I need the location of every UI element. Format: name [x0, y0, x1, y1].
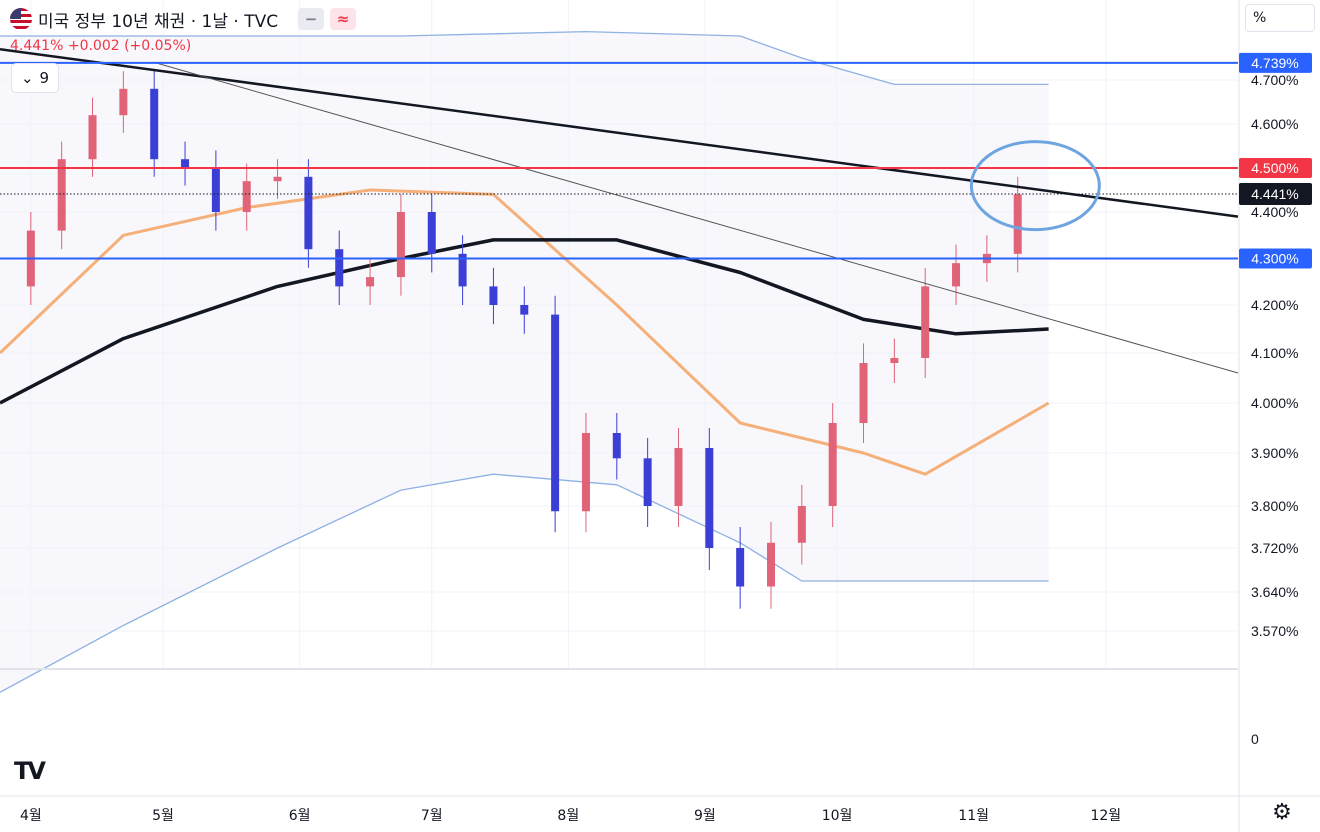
candle-body	[1013, 194, 1022, 254]
candle-body	[181, 159, 190, 168]
price-pane	[0, 0, 1238, 668]
price-tick-label: 3.570%	[1251, 623, 1298, 639]
last-quote: 4.441% +0.002 (+0.05%)	[10, 38, 192, 54]
price-tick-label: 3.800%	[1251, 498, 1298, 514]
candle-body	[890, 358, 899, 363]
time-tick-label: 8월	[557, 808, 579, 824]
highlight-ellipse[interactable]	[969, 140, 1101, 232]
candle-body	[797, 506, 806, 543]
us-flag-icon	[10, 8, 32, 30]
candle-body	[828, 423, 837, 506]
candle-body	[211, 168, 220, 212]
candle-body	[489, 286, 498, 305]
candle-body	[88, 115, 97, 160]
band-upper	[0, 30, 1049, 86]
moving-average-line	[0, 188, 1050, 476]
bollinger-bands	[0, 30, 1049, 693]
candle-body	[335, 249, 344, 287]
horizontal-levels[interactable]	[0, 61, 1238, 260]
band-fill	[0, 31, 1049, 693]
candle-body	[705, 448, 714, 548]
scale-mode-button[interactable]: %	[1245, 4, 1315, 32]
candle-body	[119, 88, 128, 116]
level-price-tag-text: 4.500%	[1251, 160, 1298, 176]
price-tick-label: 4.100%	[1251, 345, 1298, 361]
price-tick-label: 3.900%	[1251, 445, 1298, 461]
indicator-count: 9	[39, 69, 50, 87]
candle-body	[304, 176, 313, 250]
candle-body	[581, 433, 590, 512]
price-tick-label: 4.700%	[1251, 72, 1298, 88]
time-tick-label: 11월	[958, 808, 989, 824]
level-price-tag-text: 4.300%	[1251, 251, 1298, 267]
level-price-tag-text: 4.739%	[1251, 55, 1298, 71]
price-tick-label: 3.720%	[1251, 540, 1298, 556]
trend-line	[154, 61, 1239, 374]
moving-average-line	[0, 238, 1049, 405]
price-axis-labels: 4.739% 4.500% 4.300% 4.441%	[1239, 52, 1312, 269]
candle-body	[736, 548, 745, 587]
time-tick-label: 10월	[822, 808, 853, 824]
moving-averages	[0, 188, 1050, 476]
band-lower	[0, 473, 1049, 693]
time-tick-label: 5월	[152, 808, 174, 824]
candle-body	[766, 542, 775, 587]
candle-body	[273, 176, 282, 182]
chart-header: 미국 정부 10년 채권 · 1날 · TVC − ≈	[10, 6, 357, 32]
time-tick-label: 6월	[289, 808, 311, 824]
time-tick-label: 4월	[20, 808, 42, 824]
candle-body	[242, 181, 251, 212]
level-price-tag	[1239, 52, 1312, 73]
price-tick-label: 3.640%	[1251, 584, 1298, 600]
candle-body	[520, 305, 529, 315]
level-price-tag	[1239, 248, 1312, 269]
candles	[26, 71, 1022, 609]
symbol-title[interactable]: 미국 정부 10년 채권 · 1날 · TVC	[38, 11, 279, 32]
time-tick-label: 9월	[694, 808, 716, 824]
candle-body	[366, 277, 375, 287]
price-tick-label: 4.000%	[1251, 395, 1298, 411]
indicator-collapse-button[interactable]: ⌄ 9	[11, 63, 59, 93]
last-price-tag-text: 4.441%	[1251, 186, 1298, 202]
time-axis[interactable]: 4월 5월 6월 7월 8월 9월 10월 11월 12월	[20, 808, 1121, 824]
candle-body	[674, 448, 683, 506]
price-tick-label: 4.200%	[1251, 297, 1298, 313]
candle-body	[859, 363, 868, 423]
candle-body	[458, 253, 467, 287]
approx-icon[interactable]: ≈	[330, 8, 357, 30]
candle-body	[396, 212, 405, 278]
candle-body	[952, 263, 961, 287]
lower-pane-tick: 0	[1251, 731, 1259, 747]
candle-body	[921, 286, 930, 358]
gear-icon[interactable]: ⚙	[1272, 799, 1292, 825]
chevron-down-icon: ⌄	[20, 69, 34, 87]
level-price-tag	[1239, 158, 1312, 178]
time-tick-label: 12월	[1090, 808, 1121, 824]
candle-body	[551, 314, 560, 512]
candle-body	[643, 458, 652, 506]
candle-body	[150, 88, 159, 160]
last-price-tag	[1239, 182, 1312, 205]
price-axis[interactable]: 4.700% 4.600% 4.400% 4.200% 4.100% 4.000% 3.90…	[1251, 72, 1298, 639]
price-tick-label: 4.600%	[1251, 116, 1298, 132]
candle-body	[427, 212, 436, 254]
minus-icon[interactable]: −	[298, 8, 325, 30]
candle-body	[612, 433, 621, 459]
candle-body	[57, 159, 66, 231]
time-tick-label: 7월	[421, 808, 443, 824]
tradingview-logo-icon: TV	[14, 757, 46, 785]
trend-lines[interactable]	[0, 47, 1239, 374]
price-tick-label: 4.400%	[1251, 204, 1298, 220]
